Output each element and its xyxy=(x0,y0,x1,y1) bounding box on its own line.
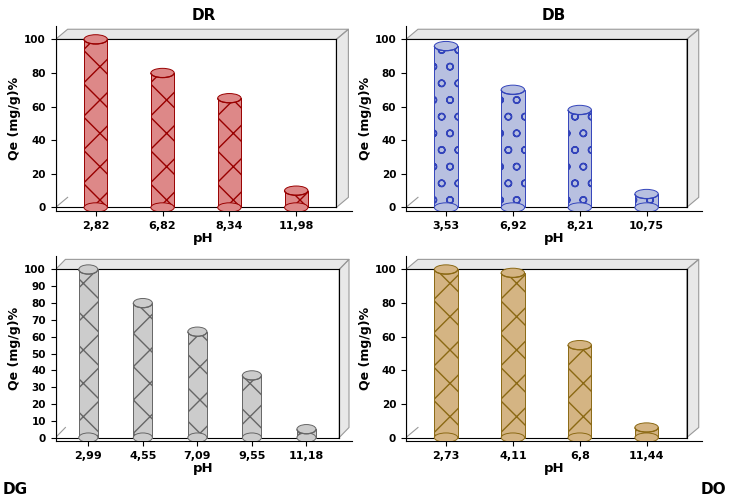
Bar xyxy=(151,73,174,207)
Bar xyxy=(79,270,98,438)
Bar xyxy=(501,273,525,438)
Ellipse shape xyxy=(218,94,241,103)
Ellipse shape xyxy=(635,433,659,442)
Bar xyxy=(635,194,659,207)
Polygon shape xyxy=(686,29,699,207)
Ellipse shape xyxy=(243,371,262,380)
Ellipse shape xyxy=(79,265,98,274)
Ellipse shape xyxy=(218,203,241,212)
Y-axis label: Qe (mg/g)%: Qe (mg/g)% xyxy=(359,307,371,390)
Title: DB: DB xyxy=(542,9,566,23)
Ellipse shape xyxy=(568,105,591,115)
Ellipse shape xyxy=(84,203,107,212)
Ellipse shape xyxy=(297,425,316,434)
X-axis label: pH: pH xyxy=(544,232,564,245)
Ellipse shape xyxy=(84,35,107,44)
Ellipse shape xyxy=(188,327,207,337)
Ellipse shape xyxy=(501,203,525,212)
Bar xyxy=(133,303,152,438)
Ellipse shape xyxy=(133,433,152,442)
Polygon shape xyxy=(686,260,699,438)
Bar xyxy=(297,429,316,438)
Ellipse shape xyxy=(133,298,152,308)
Bar xyxy=(501,90,525,207)
Bar xyxy=(188,331,207,438)
X-axis label: pH: pH xyxy=(544,462,564,475)
Ellipse shape xyxy=(151,203,174,212)
Text: DO: DO xyxy=(700,481,726,496)
Polygon shape xyxy=(406,260,699,270)
Bar xyxy=(243,375,262,438)
Polygon shape xyxy=(406,29,699,39)
Bar xyxy=(568,110,591,207)
Ellipse shape xyxy=(635,203,659,212)
Ellipse shape xyxy=(501,85,525,95)
Bar xyxy=(284,191,308,207)
Ellipse shape xyxy=(501,433,525,442)
Polygon shape xyxy=(336,29,349,207)
Y-axis label: Qe (mg/g)%: Qe (mg/g)% xyxy=(8,77,21,160)
Ellipse shape xyxy=(568,433,591,442)
X-axis label: pH: pH xyxy=(193,232,214,245)
Ellipse shape xyxy=(284,203,308,212)
Bar xyxy=(434,270,458,438)
Ellipse shape xyxy=(434,41,458,51)
Ellipse shape xyxy=(434,433,458,442)
Bar xyxy=(218,98,241,207)
Ellipse shape xyxy=(501,268,525,278)
Ellipse shape xyxy=(188,433,207,442)
Ellipse shape xyxy=(243,433,262,442)
Polygon shape xyxy=(339,260,349,438)
Y-axis label: Qe (mg/g)%: Qe (mg/g)% xyxy=(359,77,371,160)
Bar xyxy=(568,345,591,438)
Ellipse shape xyxy=(568,341,591,350)
Title: DR: DR xyxy=(192,9,216,23)
Bar xyxy=(84,39,107,207)
Text: DG: DG xyxy=(2,481,27,496)
Ellipse shape xyxy=(635,189,659,199)
Y-axis label: Qe (mg/g)%: Qe (mg/g)% xyxy=(8,307,21,390)
Ellipse shape xyxy=(297,433,316,442)
Ellipse shape xyxy=(434,265,458,274)
X-axis label: pH: pH xyxy=(193,462,214,475)
Ellipse shape xyxy=(284,186,308,195)
Bar xyxy=(434,46,458,207)
Polygon shape xyxy=(56,29,349,39)
Ellipse shape xyxy=(568,203,591,212)
Ellipse shape xyxy=(151,68,174,77)
Ellipse shape xyxy=(79,433,98,442)
Ellipse shape xyxy=(635,423,659,432)
Ellipse shape xyxy=(434,203,458,212)
Polygon shape xyxy=(56,260,349,270)
Bar xyxy=(635,428,659,438)
